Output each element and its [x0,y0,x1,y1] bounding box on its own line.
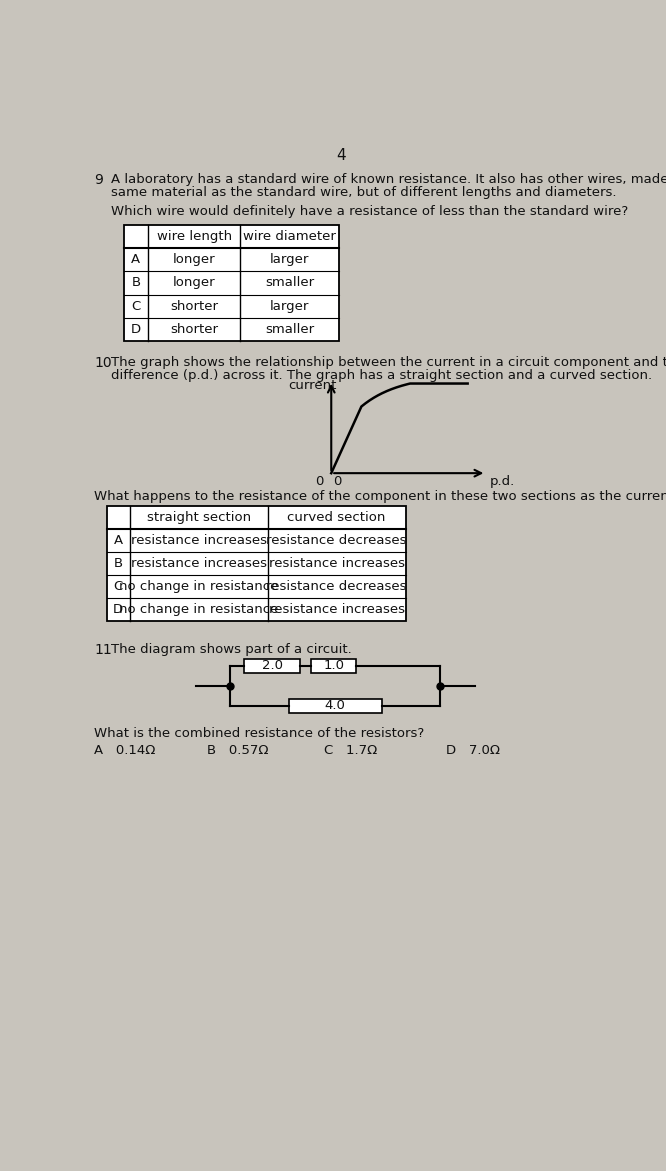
Text: The diagram shows part of a circuit.: The diagram shows part of a circuit. [111,643,352,656]
Text: no change in resistance: no change in resistance [119,580,278,593]
Text: 9: 9 [94,173,103,187]
Text: 4: 4 [336,149,346,163]
Text: Which wire would definitely have a resistance of less than the standard wire?: Which wire would definitely have a resis… [111,205,629,218]
Text: 0: 0 [334,475,342,488]
Text: What is the combined resistance of the resistors?: What is the combined resistance of the r… [94,727,424,740]
Text: current: current [288,379,337,392]
Text: resistance decreases: resistance decreases [266,534,407,547]
Text: The graph shows the relationship between the current in a circuit component and : The graph shows the relationship between… [111,356,666,369]
Text: D   7.0Ω: D 7.0Ω [446,745,500,758]
Text: larger: larger [270,300,309,313]
Text: curved section: curved section [288,511,386,523]
Text: p.d.: p.d. [490,475,515,488]
Text: C: C [131,300,141,313]
Text: 1.0: 1.0 [323,659,344,672]
Text: same material as the standard wire, but of different lengths and diameters.: same material as the standard wire, but … [111,186,617,199]
Text: resistance increases: resistance increases [268,556,405,570]
Text: A   0.14Ω: A 0.14Ω [94,745,155,758]
Text: 11: 11 [94,643,112,657]
Text: 2.0: 2.0 [262,659,283,672]
Text: shorter: shorter [170,300,218,313]
Text: resistance decreases: resistance decreases [266,580,407,593]
Text: C: C [113,580,123,593]
Text: 0: 0 [315,475,324,488]
Text: shorter: shorter [170,323,218,336]
Text: C   1.7Ω: C 1.7Ω [324,745,377,758]
Bar [311,659,356,672]
Text: What happens to the resistance of the component in these two sections as the cur: What happens to the resistance of the co… [94,491,666,504]
Text: B   0.57Ω: B 0.57Ω [207,745,269,758]
Text: resistance increases: resistance increases [131,556,266,570]
Text: A: A [114,534,123,547]
Bar [288,699,382,713]
Text: smaller: smaller [265,276,314,289]
Text: resistance increases: resistance increases [268,603,405,616]
Bar [107,506,406,621]
Text: no change in resistance: no change in resistance [119,603,278,616]
Text: 10: 10 [94,356,112,370]
Text: wire diameter: wire diameter [243,231,336,244]
Text: B: B [114,556,123,570]
Text: 4.0: 4.0 [325,699,346,712]
Text: B: B [131,276,141,289]
Text: D: D [113,603,123,616]
Text: resistance increases: resistance increases [131,534,266,547]
Text: straight section: straight section [147,511,251,523]
Text: difference (p.d.) across it. The graph has a straight section and a curved secti: difference (p.d.) across it. The graph h… [111,369,652,382]
Text: A: A [131,253,141,266]
Text: wire length: wire length [157,231,232,244]
Text: longer: longer [172,253,215,266]
Text: longer: longer [172,276,215,289]
Text: A laboratory has a standard wire of known resistance. It also has other wires, m: A laboratory has a standard wire of know… [111,173,666,186]
Text: smaller: smaller [265,323,314,336]
Text: D: D [131,323,141,336]
Text: larger: larger [270,253,309,266]
Bar [124,225,339,341]
Bar [244,659,300,672]
